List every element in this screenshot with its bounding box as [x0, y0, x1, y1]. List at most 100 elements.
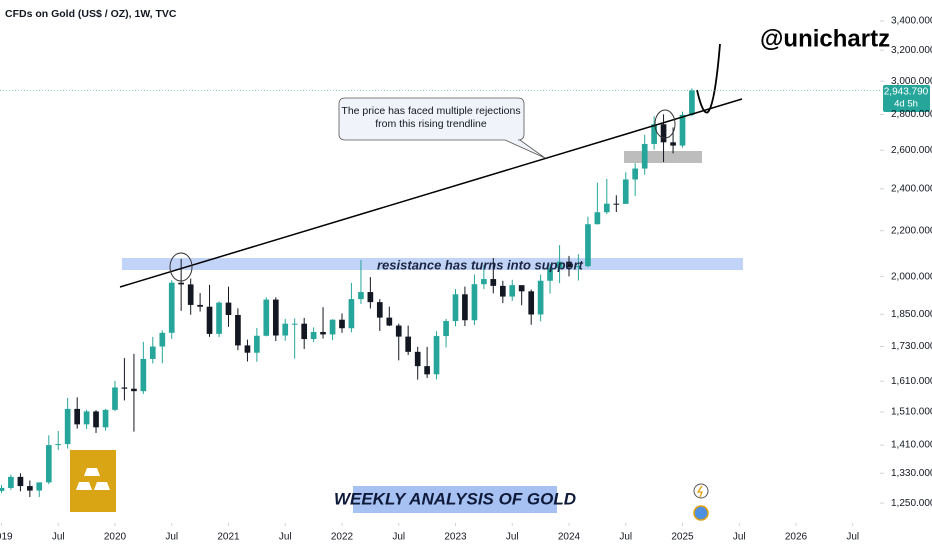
candle-body	[187, 284, 194, 305]
y-tick-label: 1,850.000	[891, 309, 932, 320]
candle-body	[395, 325, 402, 337]
callout-box	[338, 97, 546, 159]
x-tick-label: 2021	[217, 532, 240, 543]
candle-body	[547, 268, 553, 281]
candle-body	[603, 203, 610, 213]
candle-body	[499, 285, 506, 297]
trendline	[119, 98, 743, 288]
price-tag-label: 2,943.790	[884, 87, 929, 98]
candle-body	[178, 282, 184, 285]
x-tick-label: Jul	[392, 532, 405, 543]
candle-body	[452, 294, 459, 322]
x-tick-label: Jul	[52, 532, 65, 543]
zone-label: resistance has turns into support	[377, 257, 584, 272]
candle-body	[433, 336, 440, 375]
candle-body	[93, 411, 99, 428]
candle-body	[17, 476, 24, 487]
candle-body	[244, 345, 251, 353]
y-tick-label: 1,410.000	[891, 440, 932, 451]
projection-arrow	[696, 43, 721, 114]
candle-body	[206, 306, 213, 334]
candle-body	[358, 292, 364, 300]
candle-body	[528, 291, 535, 315]
callout-text: The price has faced multiple rejections	[341, 105, 520, 117]
candle-body	[216, 302, 222, 334]
candle-body	[291, 323, 298, 325]
candle-body	[660, 124, 667, 143]
x-tick-label: Jul	[279, 532, 292, 543]
banner-box	[353, 486, 557, 513]
candle-body	[462, 294, 468, 321]
rejection-circle	[169, 252, 193, 282]
y-tick-label: 3,400.000	[891, 16, 932, 27]
candle-body	[27, 486, 33, 491]
candle-body	[632, 168, 639, 180]
candle-body	[613, 203, 620, 205]
y-tick-label: 2,600.000	[891, 145, 932, 156]
candle-body	[225, 302, 232, 315]
candle-body	[537, 280, 544, 315]
candle-body	[670, 142, 676, 146]
candle-body	[140, 358, 147, 392]
y-tick-label: 1,250.000	[891, 498, 932, 509]
candle-body	[149, 346, 156, 359]
x-tick-label: 2024	[558, 532, 581, 543]
candle-body	[405, 336, 411, 352]
y-tick-label: 3,000.000	[891, 76, 932, 87]
candle-body	[83, 411, 90, 425]
y-tick-label: 1,610.000	[891, 376, 932, 387]
candle-body	[386, 317, 393, 326]
candle-body	[471, 284, 478, 321]
icon[interactable]	[693, 505, 709, 521]
candle-body	[121, 387, 128, 389]
x-tick-label: 2022	[331, 532, 354, 543]
y-tick-label: 2,000.000	[891, 271, 932, 282]
candle-body	[689, 90, 695, 115]
candle-body	[566, 261, 572, 268]
candle-body	[622, 179, 629, 204]
candle-body	[310, 331, 317, 340]
candle-body	[509, 285, 516, 297]
candle-body	[159, 332, 166, 347]
x-tick-label: 2023	[444, 532, 467, 543]
chart-title: CFDs on Gold (US$ / OZ), 1W, TVC	[5, 8, 177, 20]
candle-body	[235, 314, 241, 346]
x-tick-label: Jul	[733, 532, 746, 543]
y-tick-label: 1,330.000	[891, 468, 932, 479]
candle-body	[0, 487, 5, 491]
rejection-circle	[654, 109, 676, 139]
icon[interactable]	[693, 483, 709, 499]
x-tick-label: 2025	[671, 532, 694, 543]
candles	[0, 88, 695, 498]
y-tick-label: 1,730.000	[891, 341, 932, 352]
callout-text: from this rising trendline	[375, 118, 487, 130]
candle-body	[55, 444, 62, 446]
candle-body	[168, 282, 175, 333]
candle-body	[329, 319, 336, 335]
candle-body	[102, 409, 109, 428]
candle-body	[254, 335, 260, 353]
candle-body	[585, 224, 591, 267]
x-tick-label: Jul	[619, 532, 632, 543]
retest-box	[624, 151, 702, 163]
y-tick-label: 1,510.000	[891, 407, 932, 418]
icon-bolt	[696, 485, 703, 498]
candle-body	[320, 331, 326, 335]
candle-body	[556, 261, 563, 269]
candle-body	[131, 388, 137, 392]
candle-body	[679, 114, 686, 146]
watermark: @unichartz	[760, 25, 890, 52]
candle-body	[301, 323, 308, 340]
y-tick-label: 2,400.000	[891, 183, 932, 194]
x-tick-label: Jul	[165, 532, 178, 543]
candle-body	[197, 304, 203, 307]
gold-logo	[70, 450, 116, 512]
candle-body	[272, 299, 279, 336]
candle-body	[424, 366, 430, 375]
candle-body	[64, 408, 71, 445]
banner: WEEKLY ANALYSIS OF GOLD	[334, 489, 576, 508]
x-tick-label: Jul	[506, 532, 519, 543]
candle-body	[490, 279, 497, 286]
y-tick-label: 2,800.000	[891, 109, 932, 120]
